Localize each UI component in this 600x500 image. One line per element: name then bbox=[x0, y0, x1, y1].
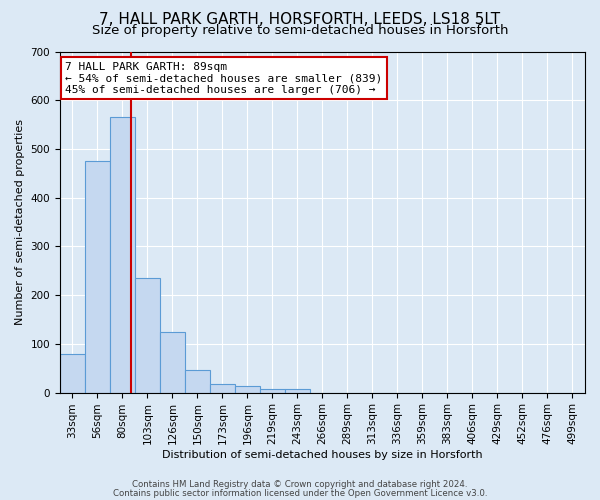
Text: Size of property relative to semi-detached houses in Horsforth: Size of property relative to semi-detach… bbox=[92, 24, 508, 37]
Bar bbox=[135, 278, 160, 392]
Text: 7 HALL PARK GARTH: 89sqm
← 54% of semi-detached houses are smaller (839)
45% of : 7 HALL PARK GARTH: 89sqm ← 54% of semi-d… bbox=[65, 62, 382, 95]
Bar bbox=[210, 384, 235, 392]
Bar bbox=[260, 388, 285, 392]
Bar bbox=[285, 389, 310, 392]
Bar bbox=[110, 118, 135, 392]
X-axis label: Distribution of semi-detached houses by size in Horsforth: Distribution of semi-detached houses by … bbox=[162, 450, 483, 460]
Bar bbox=[235, 386, 260, 392]
Y-axis label: Number of semi-detached properties: Number of semi-detached properties bbox=[15, 119, 25, 325]
Bar bbox=[60, 354, 85, 393]
Bar bbox=[160, 332, 185, 392]
Bar bbox=[85, 161, 110, 392]
Bar bbox=[185, 370, 210, 392]
Text: Contains HM Land Registry data © Crown copyright and database right 2024.: Contains HM Land Registry data © Crown c… bbox=[132, 480, 468, 489]
Text: 7, HALL PARK GARTH, HORSFORTH, LEEDS, LS18 5LT: 7, HALL PARK GARTH, HORSFORTH, LEEDS, LS… bbox=[100, 12, 500, 28]
Text: Contains public sector information licensed under the Open Government Licence v3: Contains public sector information licen… bbox=[113, 489, 487, 498]
